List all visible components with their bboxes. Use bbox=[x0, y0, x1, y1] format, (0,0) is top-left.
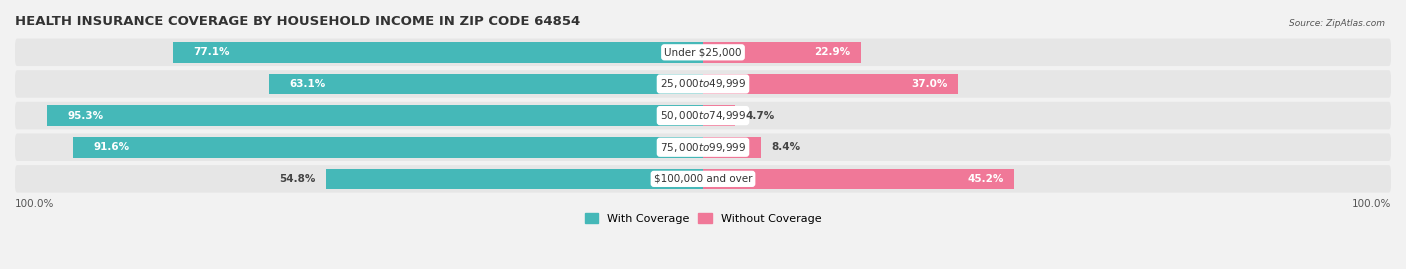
Bar bbox=[703, 74, 957, 94]
Bar bbox=[703, 137, 761, 158]
Text: 54.8%: 54.8% bbox=[280, 174, 316, 184]
Bar bbox=[703, 42, 860, 63]
Bar bbox=[173, 42, 703, 63]
Bar bbox=[703, 169, 1014, 189]
Text: HEALTH INSURANCE COVERAGE BY HOUSEHOLD INCOME IN ZIP CODE 64854: HEALTH INSURANCE COVERAGE BY HOUSEHOLD I… bbox=[15, 15, 581, 28]
Text: 8.4%: 8.4% bbox=[770, 142, 800, 152]
Bar bbox=[703, 105, 735, 126]
Text: 77.1%: 77.1% bbox=[193, 47, 229, 57]
Text: $50,000 to $74,999: $50,000 to $74,999 bbox=[659, 109, 747, 122]
Text: 4.7%: 4.7% bbox=[745, 111, 775, 121]
Text: $100,000 and over: $100,000 and over bbox=[654, 174, 752, 184]
Text: $25,000 to $49,999: $25,000 to $49,999 bbox=[659, 77, 747, 90]
Bar bbox=[48, 105, 703, 126]
Text: 22.9%: 22.9% bbox=[814, 47, 851, 57]
Legend: With Coverage, Without Coverage: With Coverage, Without Coverage bbox=[581, 209, 825, 228]
Text: 63.1%: 63.1% bbox=[290, 79, 326, 89]
Text: 100.0%: 100.0% bbox=[1351, 199, 1391, 210]
FancyBboxPatch shape bbox=[14, 165, 1392, 193]
Text: 37.0%: 37.0% bbox=[911, 79, 948, 89]
Text: Source: ZipAtlas.com: Source: ZipAtlas.com bbox=[1289, 19, 1385, 28]
Text: Under $25,000: Under $25,000 bbox=[664, 47, 742, 57]
FancyBboxPatch shape bbox=[14, 38, 1392, 66]
Text: 100.0%: 100.0% bbox=[15, 199, 55, 210]
Bar bbox=[73, 137, 703, 158]
FancyBboxPatch shape bbox=[14, 133, 1392, 161]
Bar bbox=[326, 169, 703, 189]
Text: $75,000 to $99,999: $75,000 to $99,999 bbox=[659, 141, 747, 154]
Text: 45.2%: 45.2% bbox=[967, 174, 1004, 184]
Bar bbox=[269, 74, 703, 94]
Text: 95.3%: 95.3% bbox=[67, 111, 104, 121]
FancyBboxPatch shape bbox=[14, 102, 1392, 129]
Text: 91.6%: 91.6% bbox=[93, 142, 129, 152]
FancyBboxPatch shape bbox=[14, 70, 1392, 98]
